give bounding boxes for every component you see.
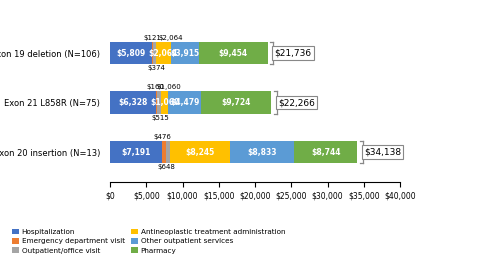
Text: $121: $121 [143,35,161,41]
Text: $9,454: $9,454 [219,49,248,57]
Text: $648: $648 [158,164,176,170]
Text: $7,191: $7,191 [122,148,151,157]
Bar [168,92,201,114]
Text: $2,064: $2,064 [158,35,182,41]
Bar [201,92,272,114]
Text: $22,266: $22,266 [278,98,315,107]
Bar [156,42,170,64]
Text: $8,833: $8,833 [248,148,277,157]
Bar [162,141,166,163]
Text: $1,060: $1,060 [150,98,179,107]
Bar [170,141,230,163]
Bar [161,92,168,114]
Text: $515: $515 [152,115,170,121]
Text: $2,064: $2,064 [148,49,178,57]
Text: $6,328: $6,328 [118,98,148,107]
Bar [110,92,156,114]
Text: $8,744: $8,744 [311,148,340,157]
Text: $34,138: $34,138 [364,148,401,157]
Bar [199,42,268,64]
Bar [110,141,162,163]
Bar [230,141,294,163]
Bar [152,42,153,64]
Text: $4,479: $4,479 [170,98,200,107]
Text: $3,915: $3,915 [170,49,200,57]
Text: $8,245: $8,245 [186,148,215,157]
Bar [170,42,199,64]
Bar [110,42,152,64]
Text: $374: $374 [147,65,165,71]
Bar [157,92,161,114]
Text: $160: $160 [147,84,165,90]
Text: $1,060: $1,060 [156,84,181,90]
Text: $21,736: $21,736 [274,49,311,57]
Text: $476: $476 [153,134,171,140]
Legend: Hospitalization, Emergency department visit, Outpatient/office visit, Antineopla: Hospitalization, Emergency department vi… [8,226,288,256]
Bar [166,141,170,163]
Text: $9,724: $9,724 [222,98,251,107]
Text: $5,809: $5,809 [116,49,146,57]
Bar [153,42,156,64]
Bar [294,141,358,163]
Bar [156,92,157,114]
